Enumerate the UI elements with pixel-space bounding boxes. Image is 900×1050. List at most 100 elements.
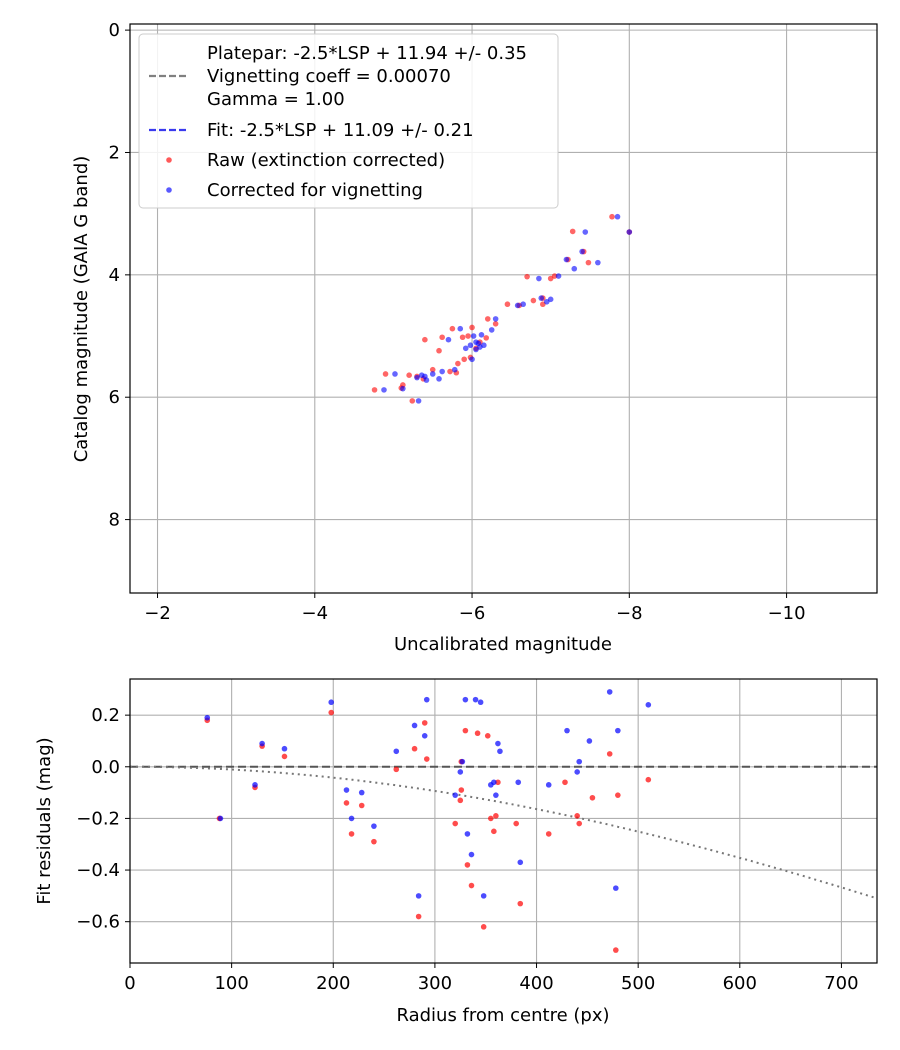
bottom-data-point bbox=[371, 823, 377, 829]
top-data-point bbox=[514, 302, 521, 309]
top-data-point bbox=[504, 301, 511, 308]
bottom-data-point bbox=[348, 831, 355, 837]
bottom-data-point bbox=[517, 900, 524, 907]
bottom-data-point bbox=[493, 792, 499, 798]
top-data-point bbox=[371, 387, 378, 393]
top-data-point bbox=[400, 385, 406, 392]
bottom-data-point bbox=[484, 733, 491, 739]
top-data-point bbox=[469, 356, 475, 363]
bottom-data-point bbox=[586, 738, 593, 744]
bottom-data-point bbox=[423, 756, 430, 762]
top-data-point bbox=[423, 377, 430, 383]
top-ticks: −2 −4 −6 −8 −10 0 2 4 6 8 bbox=[109, 20, 806, 624]
top-data-point bbox=[595, 259, 601, 266]
top-data-point bbox=[481, 342, 487, 349]
bottom-data-point bbox=[468, 851, 475, 858]
bottom-vignetting-curve bbox=[130, 765, 878, 900]
bottom-data-point bbox=[495, 740, 501, 747]
bottom-data-point bbox=[464, 831, 471, 837]
top-data-point bbox=[484, 316, 491, 322]
bottom-data-point bbox=[613, 947, 619, 953]
bottom-scatter-points bbox=[204, 689, 652, 953]
bottom-data-point bbox=[487, 815, 494, 822]
bottom-data-point bbox=[495, 779, 501, 786]
top-data-point bbox=[451, 366, 458, 373]
bottom-data-point bbox=[564, 727, 570, 734]
bottom-y-tick-label: 0.2 bbox=[91, 705, 120, 726]
bottom-ticks: 0 100 200 300 400 500 600 700 0.2 0.0 −0.2 −0.4 −0.6 bbox=[76, 705, 858, 994]
bottom-x-tick-label: 500 bbox=[621, 973, 655, 994]
bottom-y-axis-label: Fit residuals (mag) bbox=[34, 737, 55, 904]
legend-box bbox=[138, 33, 559, 209]
bottom-data-point bbox=[348, 815, 355, 822]
top-data-point bbox=[582, 229, 589, 235]
top-data-point bbox=[488, 327, 495, 333]
bottom-data-point bbox=[415, 893, 422, 899]
top-axes-frame bbox=[129, 23, 878, 594]
bottom-data-point bbox=[457, 769, 464, 775]
legend-entry-gamma: Gamma = 1.00 bbox=[207, 89, 345, 110]
legend: Platepar: -2.5*LSP + 11.94 +/- 0.35 Vign… bbox=[138, 33, 559, 209]
legend-entry-platepar: Platepar: -2.5*LSP + 11.94 +/- 0.35 bbox=[207, 43, 527, 64]
legend-entry-vignetting: Vignetting coeff = 0.00070 bbox=[207, 66, 451, 87]
bottom-data-point bbox=[457, 797, 464, 804]
bottom-data-point bbox=[562, 779, 568, 786]
bottom-data-point bbox=[462, 696, 469, 703]
bottom-data-point bbox=[259, 740, 265, 747]
bottom-data-point bbox=[606, 751, 613, 757]
bottom-data-point bbox=[252, 782, 258, 788]
bottom-data-point bbox=[217, 815, 224, 822]
top-data-point bbox=[455, 360, 461, 367]
bottom-data-point bbox=[371, 838, 377, 845]
bottom-data-point bbox=[204, 714, 211, 721]
top-y-tick-label: 4 bbox=[109, 265, 120, 286]
top-data-point bbox=[449, 325, 456, 332]
bottom-data-point bbox=[423, 696, 430, 703]
bottom-data-point bbox=[480, 893, 487, 899]
top-data-point bbox=[467, 342, 474, 349]
top-data-point bbox=[563, 256, 570, 263]
bottom-data-point bbox=[497, 748, 503, 755]
bottom-x-tick-label: 700 bbox=[824, 973, 858, 994]
top-data-point bbox=[609, 213, 615, 220]
bottom-data-point bbox=[615, 792, 621, 798]
top-data-point bbox=[492, 320, 499, 327]
top-data-point bbox=[473, 346, 479, 353]
legend-marker-raw bbox=[166, 157, 172, 163]
bottom-data-point bbox=[576, 820, 583, 827]
top-x-axis-label: Uncalibrated magnitude bbox=[394, 634, 612, 655]
bottom-data-point bbox=[574, 769, 580, 775]
top-data-point bbox=[415, 398, 422, 404]
bottom-data-point bbox=[328, 699, 335, 706]
bottom-x-axis-label: Radius from centre (px) bbox=[396, 1005, 609, 1026]
bottom-data-point bbox=[415, 913, 422, 920]
bottom-data-point bbox=[645, 702, 652, 708]
bottom-data-point bbox=[477, 699, 484, 706]
bottom-y-tick-label: −0.4 bbox=[76, 860, 120, 881]
top-x-tick-label: −2 bbox=[144, 603, 171, 624]
bottom-data-point bbox=[645, 776, 652, 783]
bottom-data-point bbox=[468, 882, 475, 889]
top-y-tick-label: 6 bbox=[109, 387, 120, 408]
top-data-point bbox=[439, 334, 445, 341]
top-data-point bbox=[436, 376, 442, 382]
top-data-point bbox=[469, 324, 475, 331]
bottom-data-point bbox=[281, 745, 288, 752]
bottom-data-point bbox=[615, 727, 621, 734]
bottom-data-point bbox=[421, 720, 428, 726]
bottom-data-point bbox=[589, 794, 596, 801]
top-x-tick-label: −6 bbox=[459, 603, 486, 624]
top-data-point bbox=[445, 336, 452, 343]
top-data-point bbox=[569, 228, 576, 235]
top-data-point bbox=[447, 368, 453, 375]
top-data-point bbox=[478, 332, 485, 338]
top-data-point bbox=[381, 387, 387, 393]
top-data-point bbox=[538, 295, 545, 301]
top-data-point bbox=[579, 248, 585, 255]
bottom-data-point bbox=[474, 730, 481, 737]
bottom-data-point bbox=[545, 782, 552, 788]
bottom-data-point bbox=[458, 787, 465, 793]
bottom-data-point bbox=[452, 792, 459, 798]
top-data-point bbox=[585, 259, 592, 266]
legend-marker-corrected bbox=[166, 187, 172, 193]
